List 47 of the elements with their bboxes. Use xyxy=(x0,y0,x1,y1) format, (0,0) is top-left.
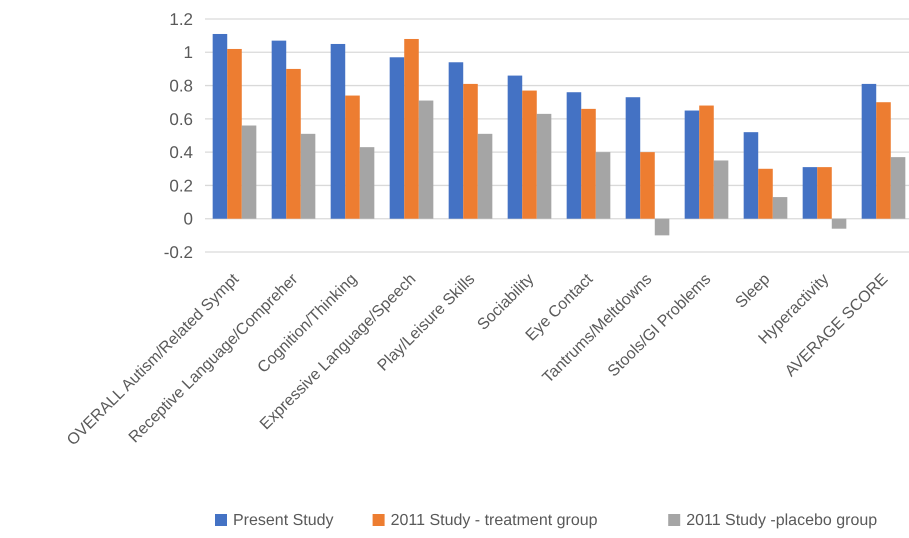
bar xyxy=(242,126,256,219)
y-tick-label: -0.2 xyxy=(164,242,193,262)
y-tick-label: 0 xyxy=(184,210,193,229)
y-tick-label: 1 xyxy=(184,43,193,62)
bar xyxy=(802,167,818,219)
bar xyxy=(566,92,582,219)
bar xyxy=(272,40,286,219)
bar xyxy=(596,152,610,219)
bar xyxy=(345,96,360,219)
bar xyxy=(772,197,788,219)
bar xyxy=(522,90,537,219)
bar xyxy=(508,76,522,219)
y-tick-label: 0.2 xyxy=(169,176,193,196)
bar xyxy=(626,97,640,219)
bar xyxy=(684,110,700,219)
bar xyxy=(890,157,906,219)
bar xyxy=(640,152,655,219)
legend-label: Present Study xyxy=(233,512,334,529)
bar xyxy=(832,218,846,229)
bar xyxy=(758,168,773,219)
bar xyxy=(817,167,832,219)
bar xyxy=(227,48,242,219)
bar xyxy=(478,134,492,219)
bar xyxy=(286,68,301,219)
bar xyxy=(300,134,316,219)
bar xyxy=(654,218,670,236)
bar xyxy=(360,147,374,219)
y-tick-label: 1.2 xyxy=(169,10,193,29)
bar xyxy=(404,38,419,219)
legend-label: 2011 Study - treatment group xyxy=(390,512,598,529)
bar xyxy=(744,132,758,219)
bar xyxy=(876,102,891,219)
bar xyxy=(448,62,464,219)
bar xyxy=(330,44,346,219)
legend-label: 2011 Study -placebo group xyxy=(686,512,878,529)
bar xyxy=(418,100,434,219)
y-tick-label: 0.4 xyxy=(169,143,193,162)
bar xyxy=(212,34,228,219)
y-tick-label: 0.6 xyxy=(169,110,193,129)
y-tick-label: 0.8 xyxy=(169,76,193,96)
bar xyxy=(699,106,714,219)
bar xyxy=(536,114,552,219)
bar xyxy=(862,84,876,219)
bar xyxy=(714,160,728,219)
bar xyxy=(463,84,478,219)
bar xyxy=(390,57,404,219)
bar xyxy=(581,108,596,219)
